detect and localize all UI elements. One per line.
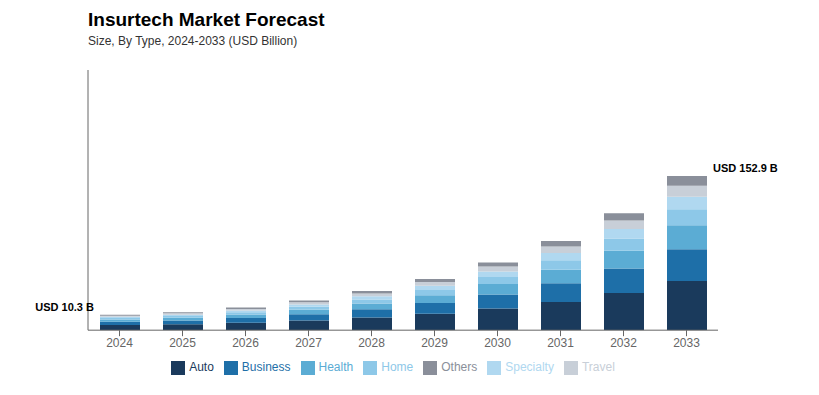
html-text:Specialty: Specialty bbox=[505, 360, 554, 375]
svg-text:2033: 2033 bbox=[673, 336, 700, 350]
svg-text:2031: 2031 bbox=[547, 336, 574, 350]
svg-text:2029: 2029 bbox=[421, 336, 448, 350]
html-text:Auto: Auto bbox=[189, 360, 214, 375]
html-text:Home: Home bbox=[381, 360, 414, 375]
html-text:Business: Business bbox=[241, 360, 291, 375]
svg-text:2032: 2032 bbox=[610, 336, 637, 350]
svg-text:USD 152.9 B: USD 152.9 B bbox=[713, 162, 778, 174]
html-text:Others: Others bbox=[441, 360, 478, 375]
svg-text:USD 10.3 B: USD 10.3 B bbox=[35, 301, 94, 313]
svg-text:2028: 2028 bbox=[358, 336, 385, 350]
svg-text:2024: 2024 bbox=[106, 336, 133, 350]
svg-text:2027: 2027 bbox=[295, 336, 322, 350]
html-text:Insurtech Market Forecast: Insurtech Market Forecast bbox=[88, 9, 325, 30]
html-text:Size, By Type, 2024-2033 (USD: Size, By Type, 2024-2033 (USD Billion) bbox=[88, 34, 298, 48]
html-text:Travel: Travel bbox=[582, 360, 615, 375]
svg-text:2026: 2026 bbox=[232, 336, 259, 350]
html-text:Health: Health bbox=[318, 360, 354, 375]
svg-text:2025: 2025 bbox=[169, 336, 196, 350]
svg-text:2030: 2030 bbox=[484, 336, 511, 350]
